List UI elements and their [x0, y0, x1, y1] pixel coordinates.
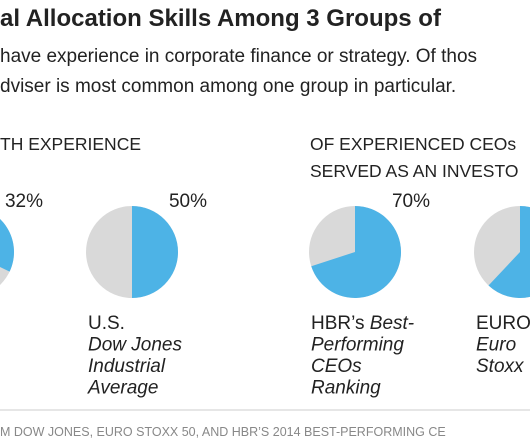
- pie-label-part: CEOs: [311, 356, 362, 377]
- pie-label-part: Average: [87, 378, 158, 399]
- pie-label: Ranking: [311, 378, 381, 399]
- pie-label: CEOs: [311, 356, 362, 377]
- pie-label-part: EURO: [476, 313, 530, 334]
- subtitle: have experience in corporate finance or …: [0, 46, 477, 67]
- pie-label-part: Euro: [476, 335, 516, 356]
- subtitle: dviser is most common among one group in…: [0, 76, 456, 97]
- pie-label: HBR’s Best-: [311, 313, 414, 334]
- pie-label-part: HBR’s: [311, 313, 370, 334]
- chart-title: al Allocation Skills Among 3 Groups of: [0, 5, 442, 32]
- pie-label: Industrial: [88, 356, 166, 377]
- pie-slice: [0, 219, 14, 272]
- pie-label: U.S.: [88, 313, 125, 334]
- pie-label-part: Stoxx: [476, 356, 525, 377]
- source: M DOW JONES, EURO STOXX 50, AND HBR’S 20…: [0, 425, 446, 439]
- pie-label-part: U.S.: [88, 313, 125, 334]
- pie-label: Stoxx: [476, 356, 525, 377]
- pie-slice: [311, 206, 401, 298]
- pie-label: Euro: [476, 335, 516, 356]
- pie-label: Dow Jones: [88, 335, 182, 356]
- group-header: SERVED AS AN INVESTO: [310, 161, 518, 181]
- pie-label: EURO: [476, 313, 530, 334]
- pie-label-part: Ranking: [311, 378, 381, 399]
- value-label: 32%: [5, 191, 43, 212]
- pie-label-part: Best-: [370, 313, 414, 334]
- pie-slice: [488, 206, 530, 298]
- pie-label-part: Performing: [311, 335, 404, 356]
- pie-slice: [132, 206, 178, 298]
- pie-label-part: Dow Jones: [88, 335, 182, 356]
- pie-label: Performing: [311, 335, 404, 356]
- group-header: TH EXPERIENCE: [0, 134, 141, 154]
- group-header: OF EXPERIENCED CEOs: [310, 134, 516, 154]
- value-label: 50%: [169, 191, 207, 212]
- pie-label: Average: [87, 378, 158, 399]
- pie-label-part: Industrial: [88, 356, 166, 377]
- value-label: 70%: [392, 191, 430, 212]
